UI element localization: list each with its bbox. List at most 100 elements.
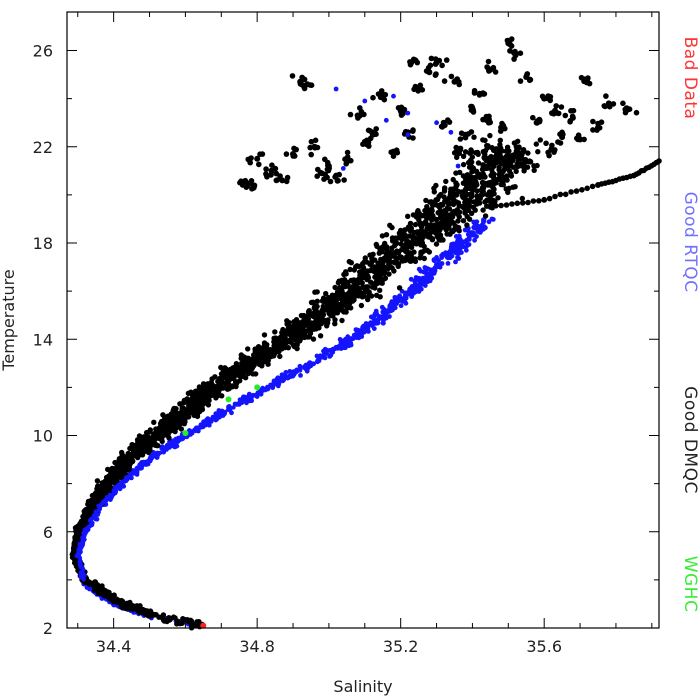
good-dmqc-point bbox=[245, 346, 251, 352]
good-rtqc-point bbox=[456, 256, 462, 261]
good-dmqc-point bbox=[498, 155, 505, 161]
good-rtqc-point bbox=[245, 396, 251, 401]
data-marks bbox=[69, 36, 662, 631]
good-rtqc-point bbox=[213, 417, 219, 423]
good-dmqc-point bbox=[441, 186, 448, 192]
good-dmqc-point bbox=[250, 360, 256, 367]
good-dmqc-point bbox=[126, 455, 132, 461]
good-dmqc-point bbox=[177, 401, 183, 407]
good-dmqc-point bbox=[105, 466, 111, 473]
good-dmqc-point bbox=[186, 403, 192, 409]
good-rtqc-point bbox=[123, 478, 128, 483]
good-dmqc-point bbox=[382, 240, 388, 247]
good-dmqc-point bbox=[470, 187, 476, 193]
good-rtqc-point bbox=[445, 261, 451, 266]
good-rtqc-point bbox=[434, 120, 439, 126]
good-dmqc-point bbox=[384, 266, 391, 272]
good-dmqc-point bbox=[375, 91, 382, 97]
good-rtqc-point bbox=[188, 429, 193, 435]
good-dmqc-point bbox=[502, 164, 508, 170]
good-dmqc-point bbox=[494, 151, 500, 157]
good-dmqc-point bbox=[379, 249, 385, 255]
good-rtqc-point bbox=[333, 86, 339, 92]
good-dmqc-point bbox=[264, 174, 270, 180]
good-dmqc-point bbox=[368, 279, 374, 285]
good-dmqc-point bbox=[170, 423, 176, 429]
good-rtqc-point bbox=[405, 110, 411, 116]
good-dmqc-point bbox=[430, 213, 436, 220]
good-rtqc-point bbox=[103, 497, 108, 502]
good-dmqc-point bbox=[314, 303, 320, 310]
good-dmqc-point bbox=[460, 218, 467, 224]
x-tick-label: 34.8 bbox=[239, 637, 275, 656]
good-dmqc-point bbox=[444, 213, 450, 219]
good-dmqc-point bbox=[510, 164, 517, 170]
good-rtqc-point bbox=[409, 294, 415, 299]
good-dmqc-point bbox=[366, 289, 372, 295]
good-dmqc-point bbox=[141, 434, 147, 440]
good-dmqc-point bbox=[115, 462, 122, 468]
x-tick-label: 35.2 bbox=[383, 637, 419, 656]
good-dmqc-point bbox=[312, 137, 319, 144]
good-dmqc-point bbox=[192, 622, 198, 628]
good-dmqc-point bbox=[472, 207, 478, 213]
good-dmqc-point bbox=[113, 596, 119, 602]
good-dmqc-point bbox=[493, 180, 499, 186]
good-dmqc-point bbox=[192, 403, 198, 409]
good-dmqc-point bbox=[330, 308, 336, 315]
good-rtqc-point bbox=[469, 230, 475, 236]
good-rtqc-point bbox=[428, 271, 433, 276]
good-dmqc-point bbox=[219, 393, 225, 399]
good-dmqc-point bbox=[317, 333, 324, 339]
good-dmqc-point bbox=[140, 606, 146, 613]
good-dmqc-point bbox=[167, 615, 174, 622]
good-dmqc-point bbox=[457, 146, 464, 153]
good-dmqc-point bbox=[558, 104, 565, 110]
good-dmqc-point bbox=[584, 185, 590, 192]
good-dmqc-point bbox=[261, 332, 268, 338]
good-dmqc-point bbox=[534, 162, 540, 169]
good-dmqc-point bbox=[233, 383, 239, 390]
good-dmqc-point bbox=[269, 162, 275, 168]
good-dmqc-point bbox=[465, 177, 471, 184]
good-dmqc-point bbox=[342, 296, 348, 302]
good-dmqc-point bbox=[134, 437, 141, 443]
good-dmqc-point bbox=[302, 329, 309, 335]
good-rtqc-point bbox=[241, 396, 247, 402]
good-dmqc-point bbox=[498, 202, 504, 209]
good-dmqc-point bbox=[229, 384, 235, 390]
good-dmqc-point bbox=[524, 164, 531, 170]
good-dmqc-point bbox=[535, 149, 541, 155]
good-dmqc-point bbox=[344, 149, 351, 156]
good-dmqc-point bbox=[450, 176, 456, 183]
good-dmqc-point bbox=[273, 170, 280, 177]
good-dmqc-point bbox=[380, 259, 386, 266]
good-rtqc-point bbox=[472, 237, 477, 243]
good-dmqc-point bbox=[557, 191, 564, 198]
x-axis-title: Salinity bbox=[333, 677, 392, 696]
good-rtqc-point bbox=[127, 473, 132, 479]
good-dmqc-point bbox=[434, 231, 440, 237]
good-dmqc-point bbox=[286, 320, 292, 326]
good-rtqc-point bbox=[328, 348, 334, 353]
good-dmqc-point bbox=[480, 137, 486, 143]
good-dmqc-point bbox=[237, 378, 243, 384]
good-dmqc-point bbox=[111, 469, 117, 475]
good-dmqc-point bbox=[515, 138, 521, 144]
good-rtqc-point bbox=[453, 259, 458, 265]
good-dmqc-point bbox=[313, 308, 319, 315]
good-dmqc-point bbox=[581, 136, 587, 143]
good-dmqc-point bbox=[575, 136, 581, 143]
good-dmqc-point bbox=[518, 162, 524, 169]
good-dmqc-point bbox=[374, 267, 380, 273]
good-dmqc-point bbox=[595, 120, 601, 127]
good-rtqc-point bbox=[78, 547, 83, 553]
good-rtqc-point bbox=[179, 436, 184, 441]
good-rtqc-point bbox=[142, 460, 147, 465]
good-dmqc-point bbox=[389, 235, 396, 241]
good-dmqc-point bbox=[445, 117, 451, 123]
good-dmqc-point bbox=[377, 287, 383, 293]
good-dmqc-point bbox=[530, 198, 537, 204]
good-dmqc-point bbox=[314, 173, 321, 179]
